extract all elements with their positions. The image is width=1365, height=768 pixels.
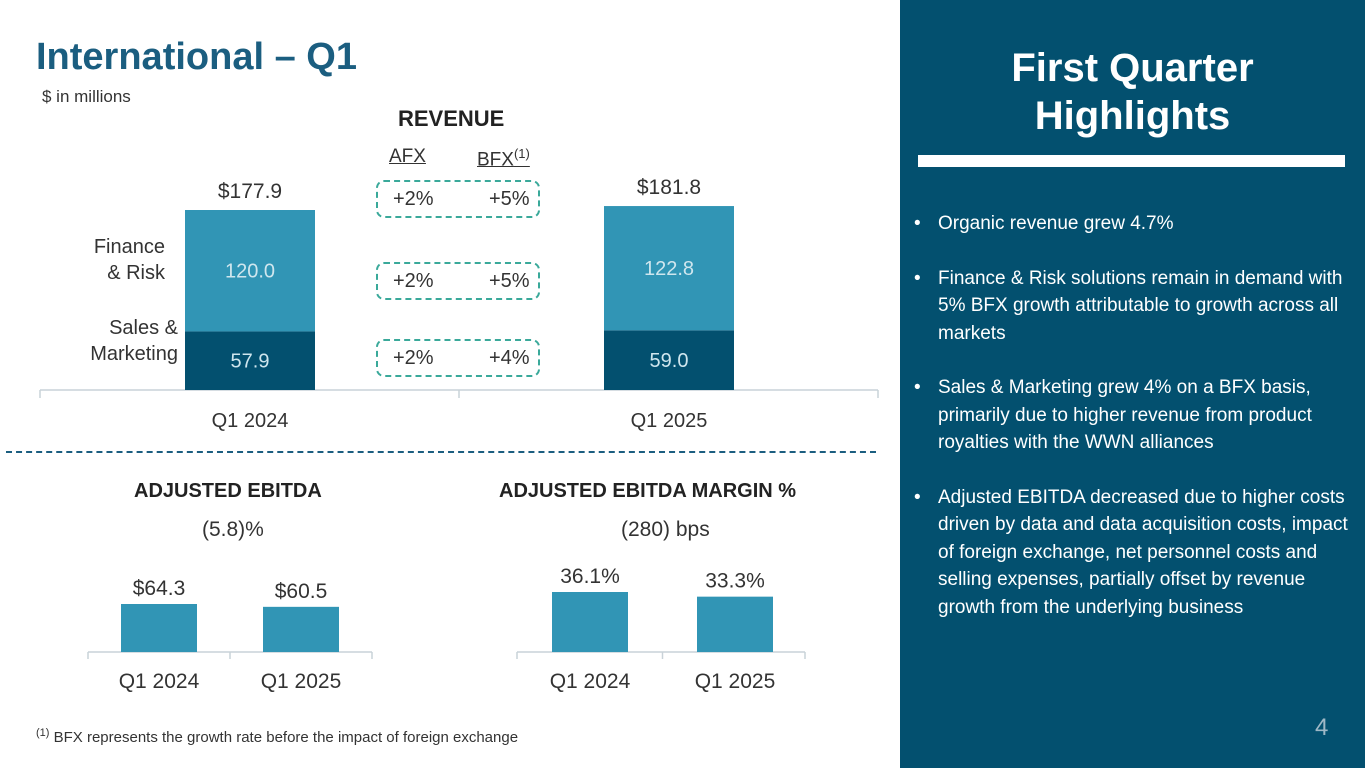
finance-risk-afx-growth: +2% xyxy=(393,270,434,292)
revenue-segment-value-label: 57.9 xyxy=(231,351,270,373)
sales-marketing-label-line2: Marketing xyxy=(90,343,178,365)
ebitda-change: (5.8)% xyxy=(202,518,264,541)
margin-change: (280) bps xyxy=(621,518,710,541)
bfx-header-label: BFX xyxy=(477,149,514,171)
sales-marketing-afx-growth: +2% xyxy=(393,347,434,369)
highlight-item: • Finance & Risk solutions remain in dema… xyxy=(914,265,1354,348)
total-bfx-growth: +5% xyxy=(489,188,530,210)
highlight-text: Finance & Risk solutions remain in deman… xyxy=(938,267,1343,344)
revenue-bar-sales-marketing xyxy=(604,330,734,390)
ebitda-bar xyxy=(121,604,197,652)
finance-risk-label-line1: Finance xyxy=(93,236,165,258)
units-note: $ in millions xyxy=(42,87,131,106)
afx-column-header: AFX xyxy=(389,146,426,167)
margin-bar xyxy=(697,596,773,652)
highlights-title-line2: Highlights xyxy=(1034,94,1231,138)
revenue-segment-value-label: 122.8 xyxy=(644,258,694,280)
highlight-item: • Adjusted EBITDA decreased due to higher… xyxy=(914,484,1354,622)
highlight-item: • Organic revenue grew 4.7% xyxy=(914,210,1354,238)
page-title: International – Q1 xyxy=(36,36,357,78)
bfx-footnote-ref: (1) xyxy=(513,146,530,161)
bfx-column-header: BFX(1) xyxy=(477,146,530,171)
revenue-category-label: Q1 2025 xyxy=(631,410,708,432)
revenue-category-label: Q1 2024 xyxy=(212,410,289,432)
finance-risk-bfx-growth: +5% xyxy=(489,270,530,292)
revenue-total-label: $181.8 xyxy=(637,176,701,199)
highlights-panel: First Quarter Highlights • Organic revenu… xyxy=(900,0,1365,768)
sales-marketing-bfx-growth: +4% xyxy=(489,347,530,369)
footnote-text: BFX represents the growth rate before th… xyxy=(53,729,519,746)
ebitda-bar xyxy=(263,606,339,652)
margin-value-label: 33.3% xyxy=(705,570,765,593)
margin-value-label: 36.1% xyxy=(560,565,620,588)
highlight-text: Organic revenue grew 4.7% xyxy=(938,213,1174,234)
revenue-bar-finance-risk xyxy=(604,206,734,331)
margin-chart: 36.1% Q1 2024 33.3% Q1 2025 xyxy=(516,565,806,693)
margin-category-label: Q1 2024 xyxy=(550,670,631,693)
section-divider xyxy=(6,451,876,453)
revenue-bar-finance-risk xyxy=(185,210,315,332)
total-growth-box xyxy=(376,180,540,218)
ebitda-category-label: Q1 2025 xyxy=(261,670,342,693)
bullet-icon: • xyxy=(914,486,921,508)
revenue-total-label: $177.9 xyxy=(218,180,282,203)
sales-marketing-label: Sales & Marketing xyxy=(60,315,178,367)
footnote: (1) BFX represents the growth rate befor… xyxy=(36,727,518,746)
revenue-title: REVENUE xyxy=(398,106,505,131)
highlight-text: Sales & Marketing grew 4% on a BFX basis… xyxy=(938,377,1312,453)
ebitda-title: ADJUSTED EBITDA xyxy=(134,480,322,502)
sales-marketing-label-line1: Sales & xyxy=(109,317,178,339)
revenue-segment-value-label: 59.0 xyxy=(650,350,689,372)
ebitda-chart: $64.3 Q1 2024 $60.5 Q1 2025 xyxy=(87,577,373,693)
finance-risk-label: Finance & Risk xyxy=(60,234,165,286)
footnote-marker: (1) xyxy=(36,727,50,739)
highlights-title-line1: First Quarter xyxy=(1011,46,1254,90)
highlights-list: • Organic revenue grew 4.7% • Finance & Ri… xyxy=(914,210,1354,648)
highlight-text: Adjusted EBITDA decreased due to higher … xyxy=(938,486,1348,618)
highlights-rule xyxy=(918,155,1345,167)
finance-risk-growth-box xyxy=(376,262,540,300)
highlight-item: • Sales & Marketing grew 4% on a BFX basi… xyxy=(914,374,1354,457)
page-number: 4 xyxy=(1315,714,1329,741)
finance-risk-label-line2: & Risk xyxy=(107,262,165,284)
highlights-title: First Quarter Highlights xyxy=(900,44,1365,140)
revenue-segment-value-label: 120.0 xyxy=(225,261,275,283)
bullet-icon: • xyxy=(914,377,921,398)
bullet-icon: • xyxy=(914,213,921,234)
sales-marketing-growth-box xyxy=(376,339,540,377)
ebitda-category-label: Q1 2024 xyxy=(119,670,200,693)
margin-bar xyxy=(552,592,628,652)
revenue-bar-sales-marketing xyxy=(185,331,315,390)
total-afx-growth: +2% xyxy=(393,188,434,210)
margin-category-label: Q1 2025 xyxy=(695,670,776,693)
ebitda-value-label: $60.5 xyxy=(275,580,328,603)
revenue-chart: 57.9 120.0 $177.9 Q1 2024 59.0 122.8 $181.8 Q1 … xyxy=(39,176,879,432)
bullet-icon: • xyxy=(914,267,921,289)
ebitda-value-label: $64.3 xyxy=(133,577,186,600)
margin-title: ADJUSTED EBITDA MARGIN % xyxy=(499,480,797,502)
